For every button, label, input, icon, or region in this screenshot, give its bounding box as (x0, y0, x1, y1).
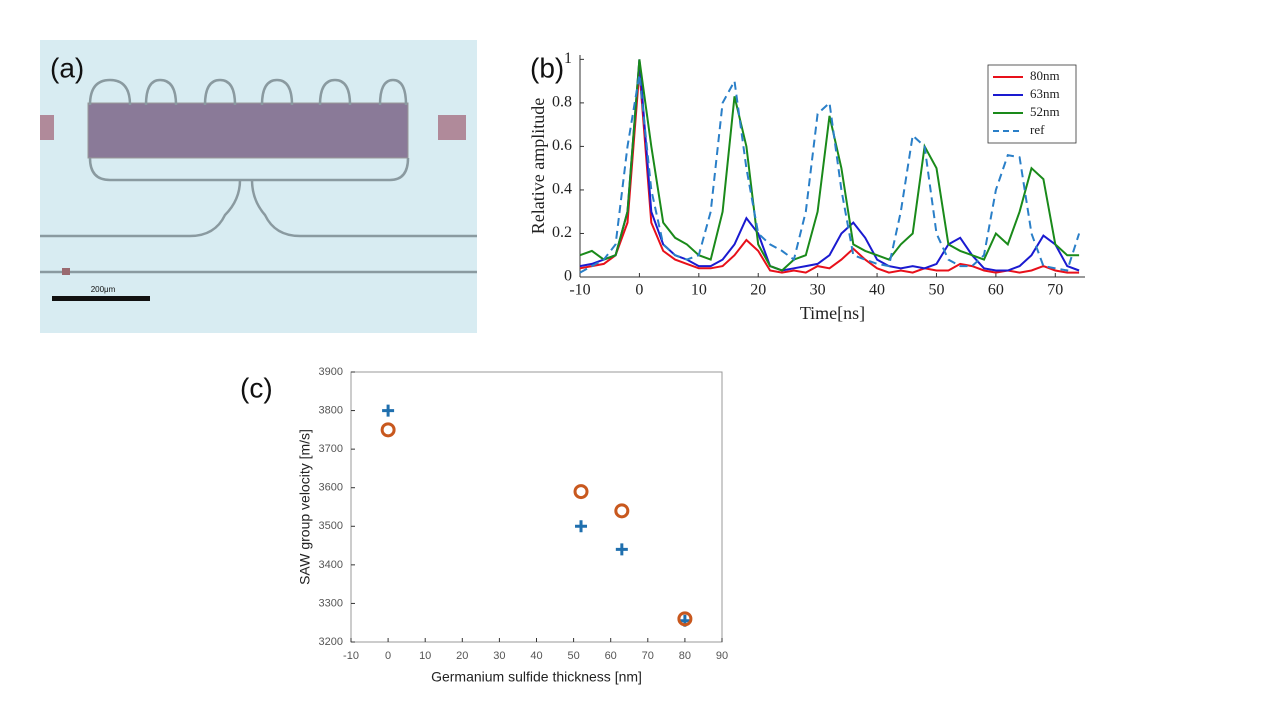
series-line (579, 74, 1081, 274)
y-tick-label: 0.8 (552, 94, 572, 111)
x-tick-label: -10 (569, 282, 590, 299)
y-tick-label: 0.2 (552, 224, 572, 241)
plot-frame (350, 371, 723, 643)
x-tick-label: 50 (928, 282, 944, 299)
x-tick-label: 60 (605, 650, 617, 662)
x-tick-label: 20 (750, 282, 766, 299)
x-tick-label: 70 (642, 650, 654, 662)
x-tick-label: -10 (343, 650, 359, 662)
point (614, 503, 630, 519)
series-line (579, 59, 1080, 272)
pad (438, 115, 466, 140)
y-tick-label: 0.4 (552, 181, 572, 198)
y-tick-label: 3700 (319, 443, 343, 455)
legend-label: 63nm (1030, 86, 1060, 101)
x-tick-label: 90 (716, 650, 728, 662)
y-axis-label: Relative amplitude (528, 98, 548, 234)
y-tick-label: 1 (564, 50, 572, 67)
point (615, 543, 628, 556)
chart: -10 0 10 20 30 40 50 60 7000.20.40.60.81Time[ns]… (528, 50, 1085, 323)
series-line (579, 59, 1080, 272)
electrode-array (87, 102, 409, 159)
waveguides (40, 78, 477, 274)
scale-bar (52, 296, 150, 301)
scale-label: 200μm (91, 285, 116, 294)
x-axis-label: Germanium sulfide thickness [nm] (431, 669, 642, 685)
series-line (579, 70, 1080, 274)
legend-label: 52nm (1030, 104, 1060, 119)
legend-label: ref (1030, 122, 1045, 137)
x-tick-label: 30 (493, 650, 505, 662)
y-tick-label: 0.6 (552, 137, 572, 154)
point (573, 484, 589, 500)
panel-label: (c) (240, 372, 273, 403)
panel-label: (a) (50, 52, 84, 83)
x-tick-label: 0 (635, 282, 643, 299)
x-tick-label: 50 (567, 650, 579, 662)
x-tick-label: 10 (419, 650, 431, 662)
x-axis-label: Time[ns] (800, 303, 865, 323)
x-tick-label: 20 (456, 650, 468, 662)
panel-label: (b) (530, 52, 564, 83)
x-tick-label: 30 (810, 282, 826, 299)
y-tick-label: 3900 (319, 366, 343, 378)
y-tick-label: 3500 (319, 520, 343, 532)
point (677, 611, 693, 627)
y-tick-label: 3600 (319, 482, 343, 494)
x-tick-label: 10 (691, 282, 707, 299)
point (575, 520, 588, 533)
x-tick-label: 40 (869, 282, 885, 299)
x-tick-label: 80 (679, 650, 691, 662)
y-tick-label: 3200 (319, 636, 343, 648)
y-tick-label: 3400 (319, 559, 343, 571)
chart: -10 0 10 20 30 40 50 60 70 80 90 3200 3300 3400 3500 36… (240, 366, 728, 685)
point (380, 422, 396, 438)
pad (40, 115, 54, 140)
y-tick-label: 3300 (319, 597, 343, 609)
y-axis-label: SAW group velocity [m/s] (297, 429, 313, 585)
legend-label: 80nm (1030, 68, 1060, 83)
x-tick-label: 60 (988, 282, 1004, 299)
point (382, 404, 395, 417)
x-tick-label: 40 (530, 650, 542, 662)
y-tick-label: 3800 (319, 404, 343, 416)
y-tick-label: 0 (564, 268, 572, 285)
x-tick-label: 70 (1047, 282, 1063, 299)
marker (62, 268, 70, 275)
micrograph: 200μm (a) (40, 40, 477, 333)
electrodes (87, 102, 409, 159)
x-tick-label: 0 (385, 650, 391, 662)
